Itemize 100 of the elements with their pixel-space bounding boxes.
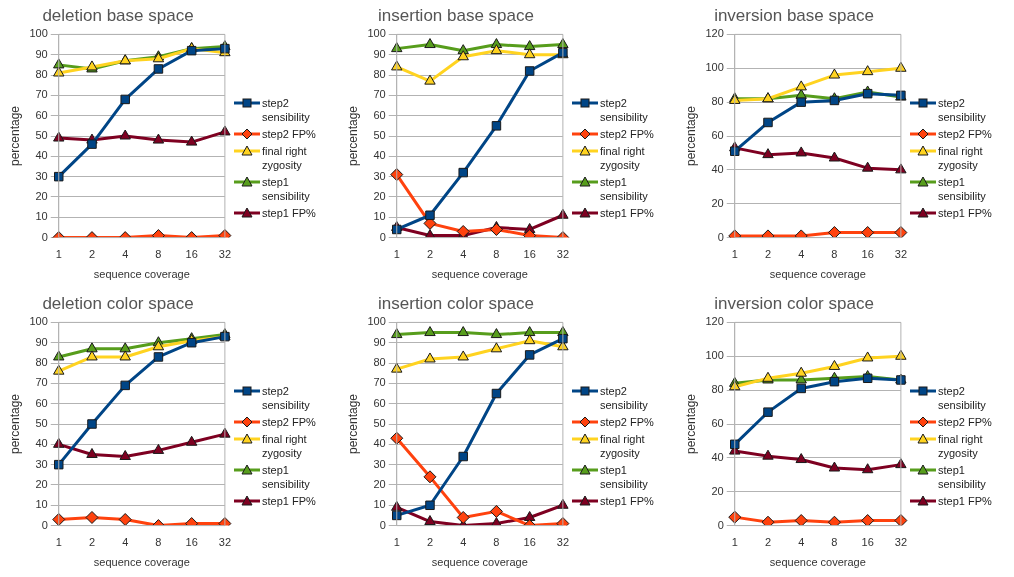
y-tick-label: 120 — [705, 27, 724, 40]
x-tick-label: 1 — [55, 248, 62, 261]
y-axis-title: percentage — [683, 105, 698, 167]
x-axis-title: sequence coverage — [431, 268, 528, 281]
y-tick-label: 10 — [35, 210, 48, 223]
x-tick-label: 8 — [155, 248, 162, 261]
x-tick-label: 8 — [831, 248, 838, 261]
y-tick-label: 100 — [705, 61, 724, 74]
y-tick-label: 10 — [373, 498, 386, 511]
x-tick-label: 1 — [393, 248, 400, 261]
x-tick-label: 2 — [426, 536, 434, 549]
x-tick-label: 2 — [88, 248, 96, 261]
x-tick-label: 16 — [861, 536, 874, 549]
y-tick-label: 90 — [35, 335, 48, 348]
y-tick-label: 70 — [35, 88, 48, 101]
chart-title: deletion base space — [42, 5, 194, 25]
y-tick-label: 50 — [35, 417, 48, 430]
y-tick-label: 20 — [35, 477, 48, 490]
x-tick-label: 8 — [155, 536, 162, 549]
x-tick-label: 32 — [556, 536, 570, 549]
y-tick-label: 0 — [717, 230, 724, 243]
chart-title: inversion base space — [714, 5, 874, 25]
y-tick-label: 40 — [35, 437, 48, 450]
chart-title: insertion color space — [378, 293, 534, 313]
x-tick-label: 4 — [122, 248, 129, 261]
legend-label: step2 FP% — [938, 414, 992, 429]
y-tick-label: 90 — [373, 335, 386, 348]
x-tick-label: 8 — [493, 248, 500, 261]
legend-label: step2 FP% — [600, 126, 654, 141]
y-tick-label: 120 — [705, 315, 724, 328]
x-tick-label: 1 — [731, 536, 738, 549]
x-axis-title: sequence coverage — [769, 556, 866, 569]
legend-label: step2 FP% — [262, 126, 316, 141]
x-axis-title: sequence coverage — [431, 556, 528, 569]
y-tick-label: 100 — [367, 27, 386, 40]
x-axis-title: sequence coverage — [93, 268, 190, 281]
y-tick-label: 40 — [711, 162, 724, 175]
legend-label: step2 FP% — [600, 414, 654, 429]
y-tick-label: 30 — [373, 457, 386, 470]
legend-label: step1 FP% — [938, 493, 992, 508]
y-tick-label: 30 — [373, 169, 386, 182]
y-tick-label: 100 — [29, 315, 48, 328]
y-tick-label: 30 — [35, 457, 48, 470]
x-tick-label: 4 — [460, 248, 467, 261]
y-tick-label: 100 — [29, 27, 48, 40]
x-tick-label: 16 — [185, 248, 198, 261]
legend-label: step2 FP% — [938, 126, 992, 141]
y-tick-label: 70 — [373, 376, 386, 389]
x-tick-label: 32 — [218, 248, 232, 261]
y-tick-label: 60 — [711, 129, 724, 142]
x-tick-label: 32 — [556, 248, 570, 261]
y-tick-label: 40 — [373, 437, 386, 450]
y-tick-label: 60 — [373, 108, 386, 121]
x-tick-label: 1 — [55, 536, 62, 549]
y-axis-title: percentage — [683, 393, 698, 455]
x-tick-label: 16 — [523, 248, 536, 261]
chart-title: insertion base space — [378, 5, 534, 25]
y-tick-label: 100 — [705, 349, 724, 362]
legend-label: step1 FP% — [938, 205, 992, 220]
y-tick-label: 20 — [711, 196, 724, 209]
y-tick-label: 60 — [373, 396, 386, 409]
x-tick-label: 16 — [185, 536, 198, 549]
x-tick-label: 4 — [122, 536, 129, 549]
x-tick-label: 16 — [523, 536, 536, 549]
x-tick-label: 32 — [218, 536, 232, 549]
y-tick-label: 80 — [711, 383, 724, 396]
y-tick-label: 0 — [717, 518, 724, 531]
x-tick-label: 4 — [798, 536, 805, 549]
y-tick-label: 100 — [367, 315, 386, 328]
y-axis-title: percentage — [7, 105, 22, 167]
y-tick-label: 80 — [35, 68, 48, 81]
y-tick-label: 30 — [35, 169, 48, 182]
y-tick-label: 60 — [711, 417, 724, 430]
x-tick-label: 1 — [393, 536, 400, 549]
y-tick-label: 80 — [373, 356, 386, 369]
y-tick-label: 20 — [711, 484, 724, 497]
y-tick-label: 80 — [373, 68, 386, 81]
y-tick-label: 20 — [35, 189, 48, 202]
x-tick-label: 1 — [731, 248, 738, 261]
x-tick-label: 16 — [861, 248, 874, 261]
chart-title: deletion color space — [42, 293, 194, 313]
y-tick-label: 40 — [373, 149, 386, 162]
x-axis-title: sequence coverage — [93, 556, 190, 569]
y-tick-label: 20 — [373, 477, 386, 490]
y-tick-label: 0 — [41, 518, 48, 531]
legend-label: step1 FP% — [262, 493, 316, 508]
y-tick-label: 50 — [373, 129, 386, 142]
y-tick-label: 0 — [379, 230, 386, 243]
y-tick-label: 90 — [35, 47, 48, 60]
y-tick-label: 60 — [35, 108, 48, 121]
y-tick-label: 20 — [373, 189, 386, 202]
x-tick-label: 32 — [894, 248, 908, 261]
y-tick-label: 10 — [373, 210, 386, 223]
y-tick-label: 60 — [35, 396, 48, 409]
y-tick-label: 0 — [379, 518, 386, 531]
x-axis-title: sequence coverage — [769, 268, 866, 281]
chart-title: inversion color space — [714, 293, 874, 313]
y-axis-title: percentage — [345, 105, 360, 167]
y-tick-label: 80 — [35, 356, 48, 369]
y-tick-label: 90 — [373, 47, 386, 60]
